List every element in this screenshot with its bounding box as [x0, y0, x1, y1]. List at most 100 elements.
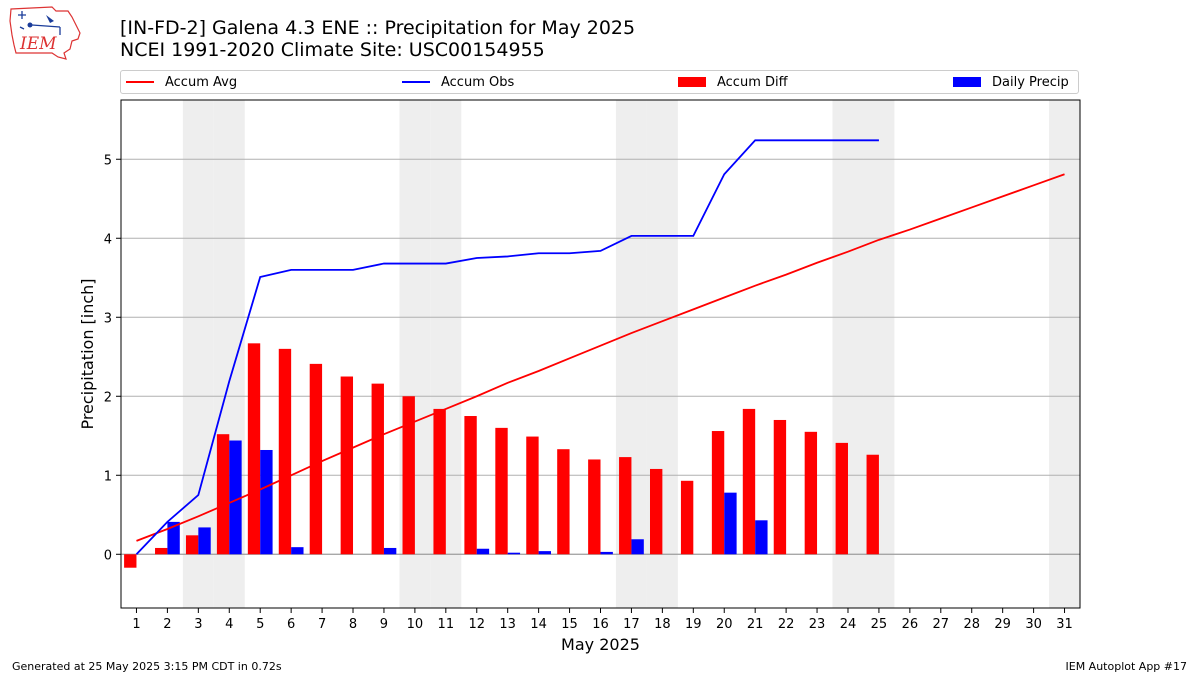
- legend-swatch-accum-avg: [126, 81, 154, 83]
- legend-swatch-accum-obs: [402, 81, 430, 83]
- bar-daily-precip-day-13: [507, 552, 521, 555]
- x-tick-label-23: 23: [809, 617, 826, 632]
- y-tick-label-0: 0: [104, 548, 112, 563]
- bar-daily-precip-day-3: [198, 527, 211, 555]
- bar-accum-diff-day-24: [835, 442, 848, 555]
- bar-accum-diff-day-25: [866, 454, 879, 555]
- x-tick-label-19: 19: [685, 617, 702, 632]
- bar-daily-precip-day-4: [229, 440, 242, 555]
- legend-label-accum-obs: Accum Obs: [441, 74, 515, 90]
- x-tick-label-6: 6: [287, 617, 295, 632]
- line-accum-obs: [135, 139, 879, 555]
- bar-daily-precip-day-12: [476, 548, 490, 555]
- x-tick-label-28: 28: [963, 617, 980, 632]
- x-tick-label-3: 3: [194, 617, 202, 632]
- bar-accum-diff-day-13: [495, 427, 508, 555]
- legend-item-daily-precip: Daily Precip: [953, 71, 1069, 93]
- footer-generated-text: Generated at 25 May 2025 3:15 PM CDT in …: [12, 660, 282, 673]
- x-tick-label-25: 25: [871, 617, 888, 632]
- bar-daily-precip-day-2: [167, 521, 180, 555]
- x-tick-label-22: 22: [778, 617, 795, 632]
- bar-accum-diff-day-8: [340, 376, 354, 555]
- bar-daily-precip-day-5: [260, 449, 273, 555]
- x-tick-label-29: 29: [994, 617, 1011, 632]
- x-tick-label-7: 7: [318, 617, 326, 632]
- chart-subtitle: NCEI 1991-2020 Climate Site: USC00154955: [120, 39, 545, 61]
- legend-swatch-daily-precip: [953, 77, 981, 87]
- bar-accum-diff-day-22: [773, 419, 787, 555]
- x-axis-ticks: 1 2 3 4 5 6 7 8 9 10 11 12 13 14 15 16 17 18 19 20 21 22 23 24 2…: [132, 608, 1073, 632]
- bar-accum-diff-day-17: [619, 457, 632, 555]
- x-tick-label-24: 24: [840, 617, 857, 632]
- x-tick-label-9: 9: [380, 617, 388, 632]
- bar-accum-diff-day-2: [155, 547, 168, 555]
- bar-accum-diff-day-1: [124, 554, 137, 568]
- x-tick-label-1: 1: [132, 617, 140, 632]
- x-tick-label-8: 8: [349, 617, 357, 632]
- y-tick-label-4: 4: [104, 232, 112, 247]
- legend-label-accum-avg: Accum Avg: [165, 74, 238, 90]
- bar-accum-diff-day-10: [402, 396, 415, 555]
- x-tick-label-27: 27: [933, 617, 950, 632]
- bar-daily-precip-day-16: [600, 551, 613, 555]
- x-tick-label-10: 10: [407, 617, 424, 632]
- legend-item-accum-diff: Accum Diff: [678, 71, 788, 93]
- x-tick-label-16: 16: [592, 617, 609, 632]
- legend-swatch-accum-diff: [678, 77, 706, 87]
- bar-accum-diff-day-19: [680, 480, 694, 555]
- bar-accum-diff-day-7: [309, 363, 323, 555]
- chart-title: [IN-FD-2] Galena 4.3 ENE :: Precipitatio…: [120, 17, 636, 39]
- weekend-shade-day-31: [1049, 100, 1080, 608]
- bar-accum-diff-day-18: [649, 468, 663, 555]
- bar-accum-diff-day-21: [742, 408, 756, 555]
- x-tick-label-18: 18: [654, 617, 671, 632]
- bar-accum-diff-day-5: [247, 343, 261, 555]
- line-accum-avg: [136, 173, 1065, 542]
- y-tick-label-3: 3: [104, 311, 112, 326]
- bars: [124, 343, 879, 568]
- footer-app-text: IEM Autoplot App #17: [1065, 660, 1188, 673]
- x-tick-label-5: 5: [256, 617, 264, 632]
- y-axis-label: Precipitation [inch]: [78, 278, 97, 429]
- x-tick-label-21: 21: [747, 617, 764, 632]
- legend-item-accum-avg: Accum Avg: [126, 71, 237, 93]
- legend: Accum Avg Accum Obs Accum Diff Daily Pre…: [120, 70, 1079, 94]
- x-tick-label-11: 11: [438, 617, 455, 632]
- bar-accum-diff-day-15: [557, 449, 570, 555]
- x-tick-label-17: 17: [623, 617, 640, 632]
- y-tick-label-5: 5: [104, 153, 112, 168]
- x-axis-label: May 2025: [561, 635, 640, 654]
- bar-accum-diff-day-11: [433, 408, 446, 555]
- legend-item-accum-obs: Accum Obs: [402, 71, 514, 93]
- x-tick-label-13: 13: [499, 617, 516, 632]
- x-tick-label-4: 4: [225, 617, 233, 632]
- series-lines: [135, 139, 1065, 555]
- x-tick-label-15: 15: [561, 617, 578, 632]
- y-axis-ticks: 0 1 2 3 4 5: [104, 153, 121, 563]
- bar-accum-diff-day-20: [711, 431, 725, 555]
- bar-daily-precip-day-21: [755, 520, 768, 555]
- bar-accum-diff-day-4: [216, 434, 230, 555]
- x-tick-label-20: 20: [716, 617, 733, 632]
- x-tick-label-31: 31: [1056, 617, 1073, 632]
- bar-accum-diff-day-16: [588, 459, 601, 555]
- bar-accum-diff-day-6: [278, 348, 292, 555]
- bar-daily-precip-day-14: [538, 551, 552, 555]
- bar-daily-precip-day-9: [383, 547, 397, 555]
- bar-daily-precip-day-20: [724, 492, 737, 555]
- bar-accum-diff-day-9: [371, 383, 384, 555]
- bar-daily-precip-day-6: [291, 547, 304, 555]
- y-tick-label-2: 2: [104, 390, 112, 405]
- x-tick-label-12: 12: [468, 617, 485, 632]
- x-tick-label-30: 30: [1025, 617, 1042, 632]
- legend-label-accum-diff: Accum Diff: [717, 74, 788, 90]
- x-tick-label-2: 2: [163, 617, 171, 632]
- bar-accum-diff-day-14: [526, 436, 539, 555]
- legend-label-daily-precip: Daily Precip: [992, 74, 1069, 90]
- bar-accum-diff-day-23: [804, 431, 818, 555]
- bar-accum-diff-day-3: [185, 535, 199, 555]
- bar-daily-precip-day-17: [631, 539, 644, 555]
- iem-logo: IEM: [9, 6, 81, 60]
- x-tick-label-14: 14: [530, 617, 547, 632]
